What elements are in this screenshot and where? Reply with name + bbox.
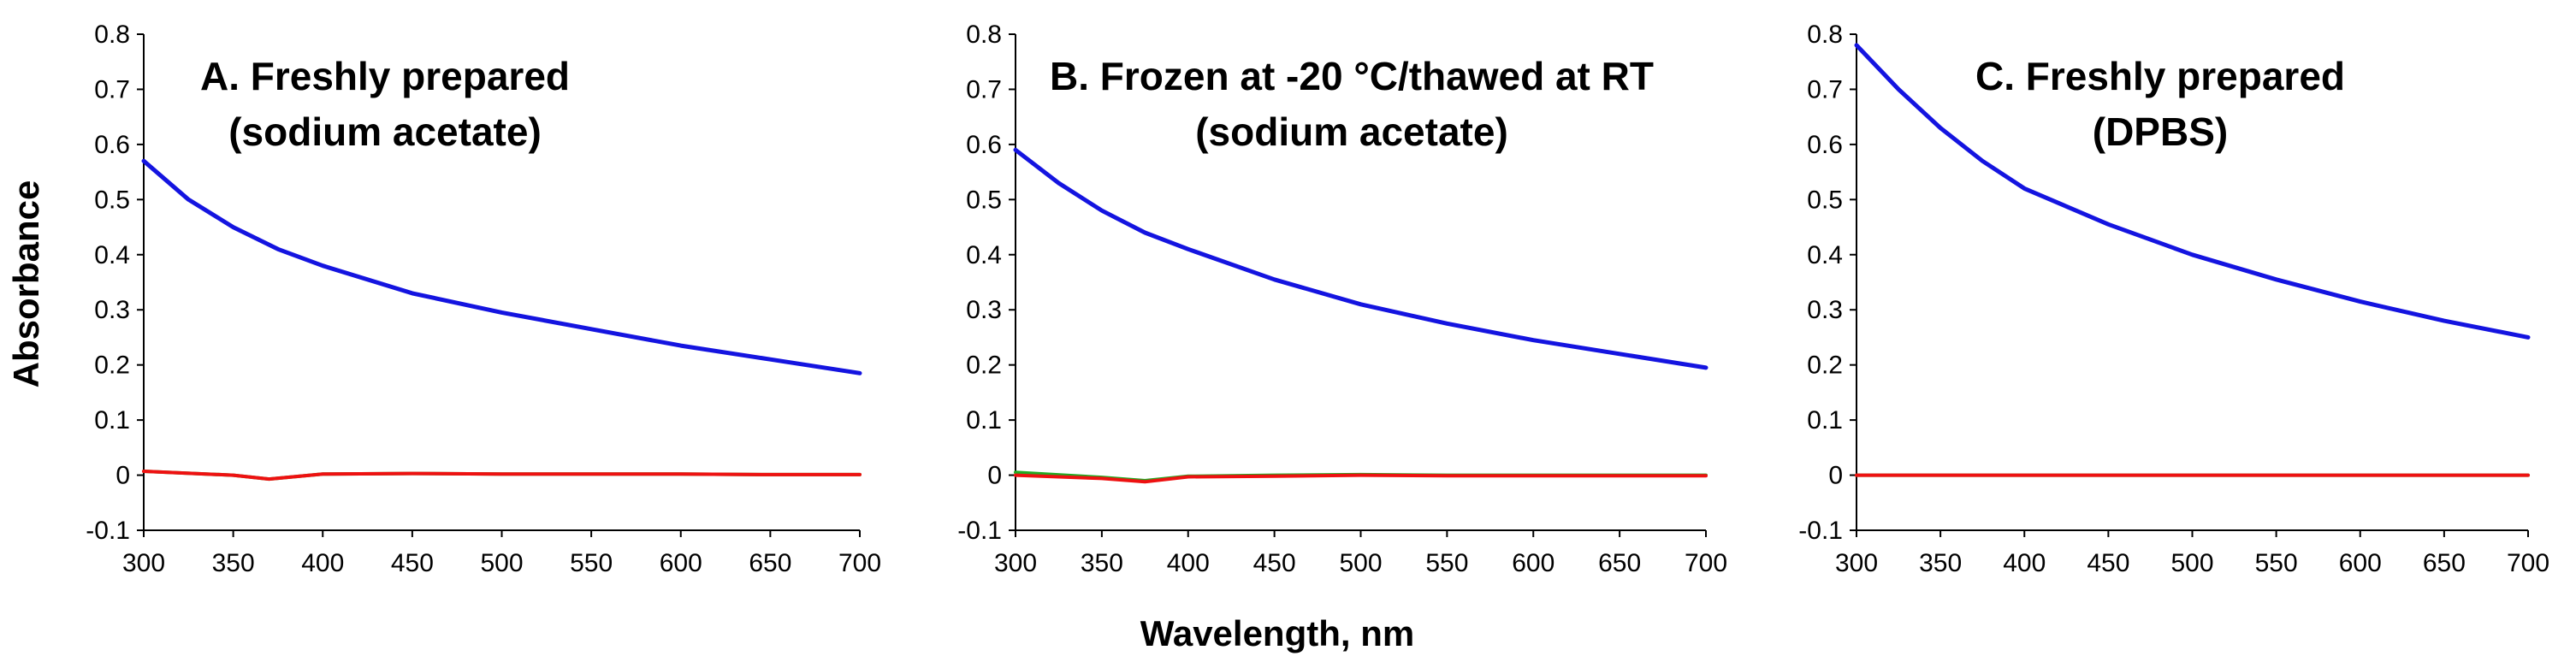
panel-title-line-1: C. Freshly prepared xyxy=(1975,54,2345,98)
y-tick-label: 0.7 xyxy=(94,75,130,103)
series-line-red xyxy=(1014,473,1708,484)
y-tick-label: 0.7 xyxy=(1807,75,1843,103)
y-tick-label: 0.2 xyxy=(966,352,1002,380)
x-tick-label: 450 xyxy=(391,549,434,577)
y-tick-label: 0.1 xyxy=(1807,406,1843,434)
x-tick-label: 350 xyxy=(212,549,255,577)
x-tick-label: 400 xyxy=(1167,549,1210,577)
y-tick-label: 0.8 xyxy=(966,21,1002,49)
x-tick-label: 350 xyxy=(1081,549,1123,577)
series-line-red xyxy=(142,470,862,482)
x-tick-label: 400 xyxy=(301,549,344,577)
x-tick-label: 500 xyxy=(1339,549,1382,577)
y-tick-label: 0.1 xyxy=(94,406,130,434)
x-tick-label: 600 xyxy=(660,549,702,577)
x-tick-label: 650 xyxy=(1598,549,1641,577)
x-tick-label: 550 xyxy=(2255,549,2298,577)
x-tick-label: 700 xyxy=(838,549,881,577)
x-tick-label: 550 xyxy=(570,549,613,577)
series-line-blue xyxy=(1854,43,2531,340)
x-tick-label: 450 xyxy=(2087,549,2129,577)
x-tick-label: 450 xyxy=(1253,549,1296,577)
x-tick-label: 550 xyxy=(1425,549,1468,577)
panel-a: -0.1 0 0.1 0.2 0.3 0.4 0.5 0.6 0.7 0.8 300 350 400 45… xyxy=(86,21,881,577)
x-tick-label: 300 xyxy=(1835,549,1878,577)
y-tick-label: 0.3 xyxy=(966,296,1002,324)
series-line-blue xyxy=(1013,147,1708,370)
y-tick-label: -0.1 xyxy=(1798,517,1843,545)
y-tick-label: 0 xyxy=(987,462,1002,490)
y-tick-label: 0.6 xyxy=(1807,131,1843,159)
x-tick-label: 650 xyxy=(749,549,791,577)
x-tick-label: 400 xyxy=(2003,549,2046,577)
x-tick-label: 700 xyxy=(2507,549,2549,577)
y-tick-label: 0.5 xyxy=(94,186,130,214)
y-tick-label: 0.3 xyxy=(1807,296,1843,324)
y-tick-label: 0.5 xyxy=(966,186,1002,214)
y-tick-label: 0.2 xyxy=(94,352,130,380)
y-axis-label: Absorbance xyxy=(6,180,46,388)
y-tick-label: -0.1 xyxy=(86,517,130,545)
y-tick-label: 0.1 xyxy=(966,406,1002,434)
panel-title-line-2: (DPBS) xyxy=(2093,109,2228,154)
y-tick-label: 0.6 xyxy=(94,131,130,159)
x-tick-label: 600 xyxy=(1512,549,1554,577)
y-tick-label: 0.6 xyxy=(966,131,1002,159)
x-tick-label: 500 xyxy=(480,549,523,577)
y-tick-label: 0 xyxy=(115,462,130,490)
y-tick-label: 0.8 xyxy=(1807,21,1843,49)
y-tick-label: 0.8 xyxy=(94,21,130,49)
panel-title-line-1: B. Frozen at -20 °C/thawed at RT xyxy=(1050,54,1654,98)
x-axis-label: Wavelength, nm xyxy=(1140,613,1414,653)
y-tick-label: -0.1 xyxy=(957,517,1002,545)
panel-c: -0.1 0 0.1 0.2 0.3 0.4 0.5 0.6 0.7 0.8 300 350 400 45… xyxy=(1798,21,2549,577)
x-tick-label: 650 xyxy=(2423,549,2466,577)
y-tick-label: 0.2 xyxy=(1807,352,1843,380)
panel-title-line-2: (sodium acetate) xyxy=(228,109,542,154)
x-tick-label: 500 xyxy=(2170,549,2213,577)
x-tick-label: 300 xyxy=(994,549,1037,577)
x-tick-label: 700 xyxy=(1685,549,1727,577)
panel-title-line-2: (sodium acetate) xyxy=(1195,109,1508,154)
y-tick-label: 0 xyxy=(1828,462,1843,490)
panel-b: -0.1 0 0.1 0.2 0.3 0.4 0.5 0.6 0.7 0.8 300 350 400 45… xyxy=(957,21,1727,577)
y-tick-label: 0.3 xyxy=(94,296,130,324)
y-tick-label: 0.7 xyxy=(966,75,1002,103)
x-tick-label: 300 xyxy=(122,549,165,577)
panel-title-line-1: A. Freshly prepared xyxy=(200,54,570,98)
x-tick-label: 600 xyxy=(2339,549,2382,577)
y-tick-label: 0.4 xyxy=(966,241,1002,269)
y-tick-label: 0.5 xyxy=(1807,186,1843,214)
y-tick-label: 0.4 xyxy=(1807,241,1843,269)
x-tick-label: 350 xyxy=(1919,549,1962,577)
y-tick-label: 0.4 xyxy=(94,241,130,269)
series-line-blue xyxy=(141,158,862,375)
